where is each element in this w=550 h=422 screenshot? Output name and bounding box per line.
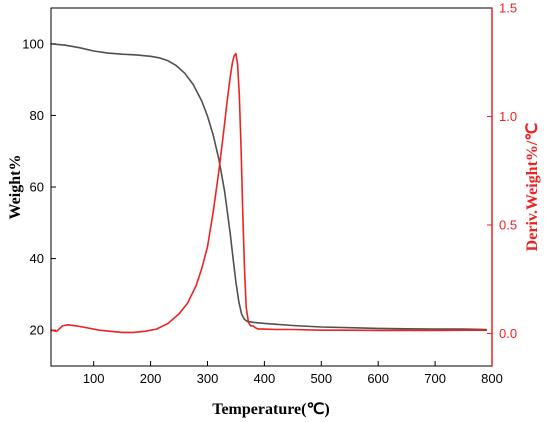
x-tick-label-0: 100 [83, 371, 105, 386]
labels-layer: 100 200 300 400 500 600 700 800 20 40 60 80 100 0.0 0.… [22, 1, 517, 387]
y-right-tick-label-2: 1.0 [499, 109, 517, 124]
x-tick-label-3: 400 [254, 371, 276, 386]
x-axis-title: Temperature(℃) [212, 401, 330, 418]
x-tick-label-2: 300 [197, 371, 219, 386]
y-left-tick-label-4: 100 [22, 36, 44, 51]
x-tick-label-6: 700 [424, 371, 446, 386]
y-left-tick-label-2: 60 [30, 180, 44, 195]
x-tick-label-4: 500 [310, 371, 332, 386]
y-right-axis-title: Deriv.Weight%/℃ [524, 123, 541, 252]
x-tick-label-5: 600 [367, 371, 389, 386]
y-left-tick-label-3: 80 [30, 108, 44, 123]
y-right-tick-label-1: 0.5 [499, 217, 517, 232]
y-left-axis-title: Weight% [7, 155, 24, 220]
y-left-tick-label-0: 20 [30, 323, 44, 338]
y-right-tick-label-0: 0.0 [499, 326, 517, 341]
x-tick-label-7: 800 [481, 371, 503, 386]
y-left-tick-label-1: 40 [30, 251, 44, 266]
weight-line [50, 42, 488, 331]
ticks-layer [51, 7, 493, 366]
series-layer [50, 42, 488, 334]
plot-frame [50, 7, 493, 367]
x-tick-label-1: 200 [140, 371, 162, 386]
deriv-weight-line [50, 52, 488, 334]
y-right-tick-label-3: 1.5 [499, 1, 517, 16]
